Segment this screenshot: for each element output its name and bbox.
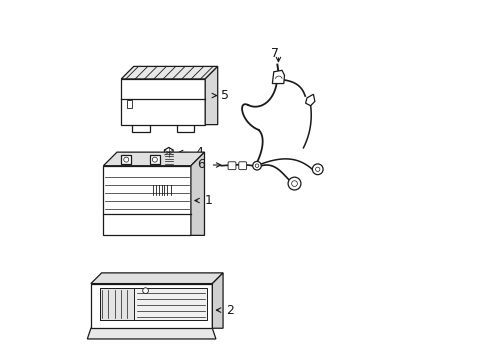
Circle shape xyxy=(123,157,128,162)
Circle shape xyxy=(312,164,323,175)
Polygon shape xyxy=(212,273,223,328)
FancyBboxPatch shape xyxy=(100,288,134,320)
Polygon shape xyxy=(305,94,314,106)
FancyBboxPatch shape xyxy=(100,288,206,320)
FancyBboxPatch shape xyxy=(166,153,171,167)
FancyBboxPatch shape xyxy=(238,162,246,170)
Text: 1: 1 xyxy=(204,194,212,207)
FancyBboxPatch shape xyxy=(121,79,205,125)
Text: 5: 5 xyxy=(220,89,228,102)
Circle shape xyxy=(291,181,297,186)
FancyBboxPatch shape xyxy=(91,284,212,328)
FancyBboxPatch shape xyxy=(103,166,190,235)
Polygon shape xyxy=(164,148,173,157)
Polygon shape xyxy=(91,273,223,284)
Polygon shape xyxy=(205,66,217,125)
Circle shape xyxy=(252,161,261,170)
Circle shape xyxy=(142,288,148,293)
Polygon shape xyxy=(87,328,216,339)
FancyBboxPatch shape xyxy=(151,183,160,197)
Circle shape xyxy=(152,157,157,162)
Circle shape xyxy=(255,164,258,167)
Text: 2: 2 xyxy=(225,303,233,316)
Polygon shape xyxy=(272,70,284,84)
Text: 4: 4 xyxy=(195,146,203,159)
FancyBboxPatch shape xyxy=(161,183,170,197)
Polygon shape xyxy=(190,152,204,235)
Text: 7: 7 xyxy=(271,47,279,60)
FancyBboxPatch shape xyxy=(227,162,235,170)
FancyBboxPatch shape xyxy=(149,155,160,164)
FancyBboxPatch shape xyxy=(126,100,131,108)
Circle shape xyxy=(287,177,300,190)
Polygon shape xyxy=(121,66,217,79)
Polygon shape xyxy=(103,152,204,166)
Circle shape xyxy=(315,167,319,171)
FancyBboxPatch shape xyxy=(121,155,131,164)
Text: 3: 3 xyxy=(184,184,192,197)
Text: 6: 6 xyxy=(197,158,205,171)
